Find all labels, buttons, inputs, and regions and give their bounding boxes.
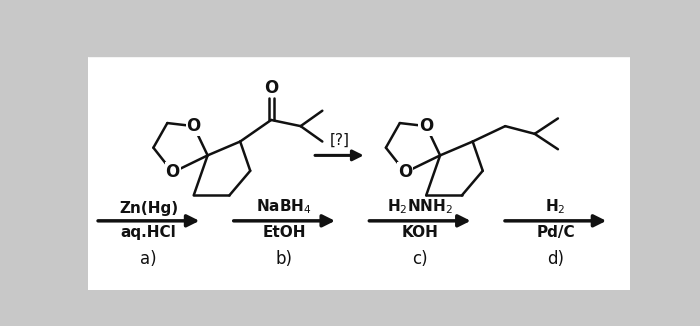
Text: Pd/C: Pd/C [536,226,575,241]
Text: H$_2$: H$_2$ [545,198,566,216]
Text: d): d) [547,250,564,268]
Text: EtOH: EtOH [262,226,306,241]
Text: O: O [166,163,180,181]
Text: Zn(Hg): Zn(Hg) [119,201,178,216]
Text: aq.HCl: aq.HCl [121,226,176,241]
Text: O: O [419,117,433,135]
Text: a): a) [141,250,157,268]
Text: b): b) [276,250,293,268]
Bar [88,39,630,56]
Text: O: O [264,79,279,97]
Text: O: O [186,117,201,135]
Text: O: O [398,163,412,181]
Text: c): c) [412,250,428,268]
Text: [?]: [?] [330,133,349,148]
Text: NaBH$_4$: NaBH$_4$ [256,198,312,216]
Text: H$_2$NNH$_2$: H$_2$NNH$_2$ [387,198,453,216]
Text: KOH: KOH [402,226,438,241]
